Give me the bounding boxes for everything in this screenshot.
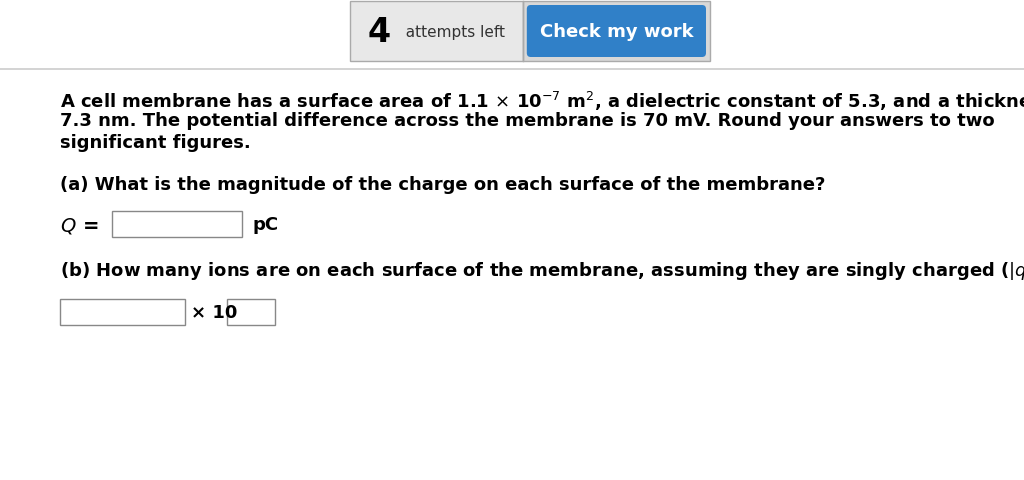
Text: $Q$ =: $Q$ =	[60, 216, 98, 236]
Text: × 10: × 10	[191, 303, 238, 321]
Text: (a) What is the magnitude of the charge on each surface of the membrane?: (a) What is the magnitude of the charge …	[60, 176, 825, 193]
Text: 4: 4	[368, 15, 391, 48]
FancyBboxPatch shape	[523, 2, 710, 62]
Text: A cell membrane has a surface area of 1.1 $\times$ 10$^{-7}$ m$^{2}$, a dielectr: A cell membrane has a surface area of 1.…	[60, 90, 1024, 113]
Text: (b) How many ions are on each surface of the membrane, assuming they are singly : (b) How many ions are on each surface of…	[60, 260, 1024, 281]
Text: pC: pC	[252, 216, 279, 233]
FancyBboxPatch shape	[526, 6, 706, 58]
FancyBboxPatch shape	[112, 212, 242, 238]
FancyBboxPatch shape	[350, 2, 523, 62]
Text: significant figures.: significant figures.	[60, 134, 251, 152]
Text: attempts left: attempts left	[396, 24, 505, 39]
FancyBboxPatch shape	[60, 300, 185, 325]
Text: 7.3 nm. The potential difference across the membrane is 70 mV. Round your answer: 7.3 nm. The potential difference across …	[60, 112, 994, 130]
FancyBboxPatch shape	[227, 300, 275, 325]
Text: Check my work: Check my work	[540, 23, 693, 41]
